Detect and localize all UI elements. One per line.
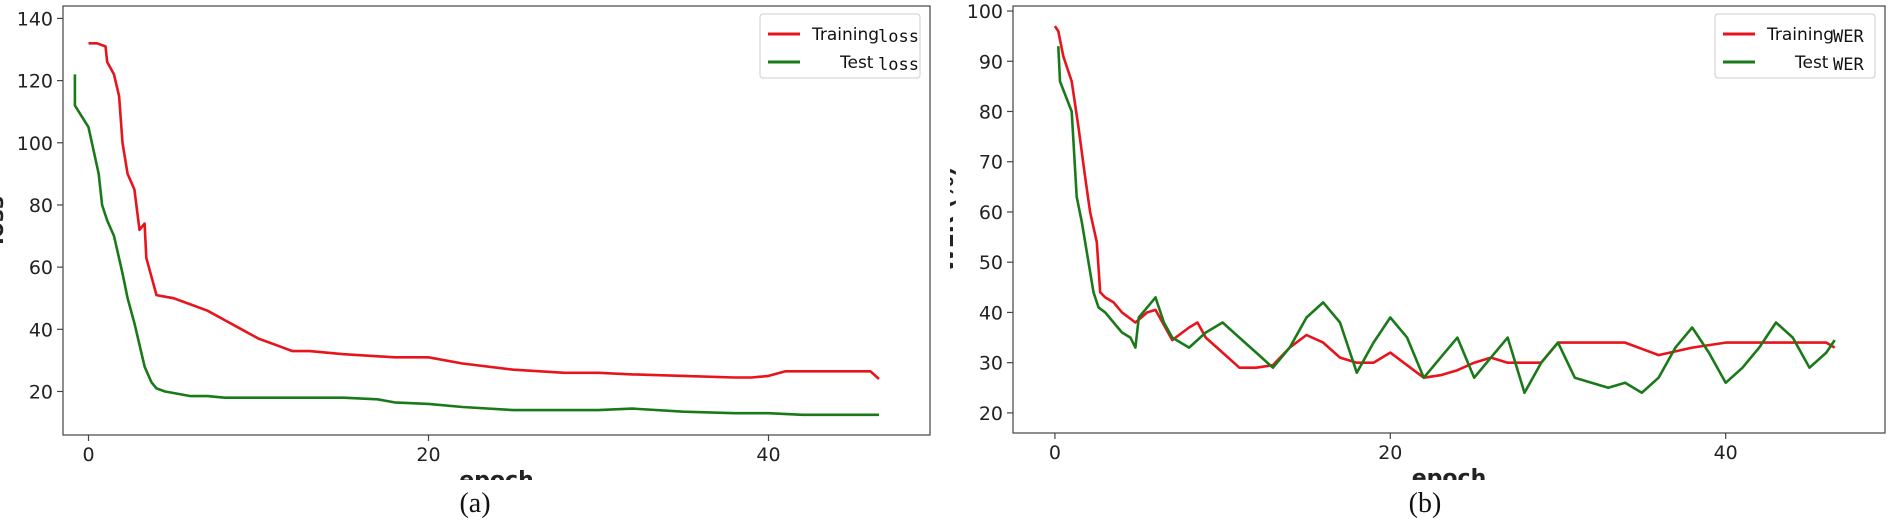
legend-suffix: WER [1833, 55, 1864, 75]
legend-suffix: loss [878, 27, 919, 47]
y-tick-label: 50 [979, 252, 1003, 274]
caption-b: (b) [1408, 488, 1442, 519]
chart-panel-wer: 0 20 40 20 30 40 50 60 70 80 90 100 epoch WER (%) Trai… [950, 0, 1900, 530]
legend-suffix: loss [878, 55, 919, 75]
chart-panel-loss: 0204020406080100120140epochlossTrainingl… [0, 5, 931, 519]
legend-label: Training [1766, 25, 1834, 45]
x-tick-label: 40 [756, 444, 780, 466]
loss-chart: 0204020406080100120140epochlossTrainingl… [0, 5, 931, 480]
x-tick-label: 0 [1049, 442, 1061, 464]
y-tick-label: 40 [29, 319, 53, 341]
y-tick-label: 60 [979, 202, 1003, 224]
plot-frame [62, 5, 931, 436]
wer-chart: 0 20 40 20 30 40 50 60 70 80 90 100 epoch WER (%) Trai… [950, 1, 1886, 480]
x-tick-label: 20 [416, 444, 440, 466]
x-tick-label: 0 [82, 444, 94, 466]
y-tick-label: 100 [967, 1, 1003, 23]
y-tick-label: 30 [979, 353, 1003, 375]
series-line-training [88, 41, 880, 380]
y-axis-label: WER (%) [950, 166, 959, 272]
y-tick-label: 20 [29, 381, 53, 403]
y-tick-label: 40 [979, 302, 1003, 324]
x-tick-label: 40 [1714, 442, 1738, 464]
y-tick-label: 80 [29, 195, 53, 217]
legend-label: Training [811, 25, 879, 45]
caption-a: (a) [459, 488, 491, 519]
legend-label: Test [1794, 53, 1829, 73]
y-tick-label: 90 [979, 51, 1003, 73]
series-line-test [73, 74, 879, 417]
y-tick-label: 60 [29, 257, 53, 279]
y-tick-label: 140 [17, 8, 53, 30]
y-tick-label: 70 [979, 152, 1003, 174]
y-tick-label: 80 [979, 101, 1003, 123]
series-line-training [1053, 25, 1836, 380]
y-tick-label: 100 [17, 133, 53, 155]
y-tick-label: 120 [17, 71, 53, 93]
legend-suffix: WER [1833, 27, 1864, 47]
y-tick-label: 20 [979, 403, 1003, 425]
x-tick-label: 20 [1378, 442, 1402, 464]
legend-label: Test [839, 53, 874, 73]
x-axis-label: epoch [459, 468, 534, 480]
series-line-test [1057, 46, 1836, 395]
x-axis-label: epoch [1412, 466, 1487, 480]
y-axis-label: loss [0, 196, 9, 245]
plot-frame [1012, 5, 1886, 434]
